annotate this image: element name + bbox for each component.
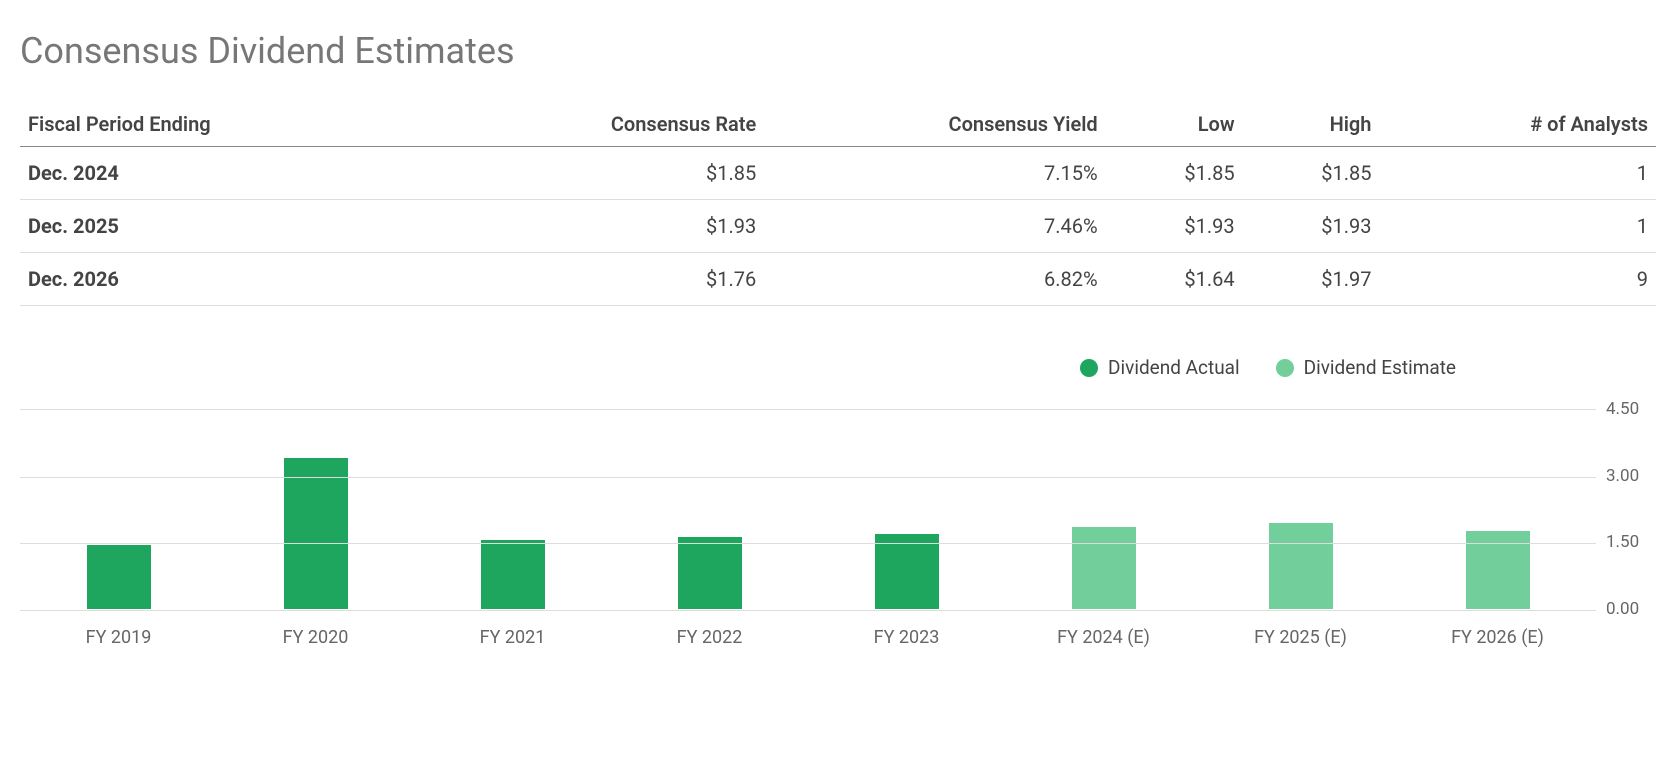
x-tick-label: FY 2024 (E)	[1005, 627, 1202, 648]
table-cell: $1.93	[1243, 200, 1380, 253]
page-title: Consensus Dividend Estimates	[20, 30, 1656, 72]
table-cell: $1.76	[431, 253, 765, 306]
chart-y-axis: 0.001.503.004.50	[1596, 409, 1656, 609]
legend-actual: Dividend Actual	[1080, 356, 1240, 379]
chart-bar	[875, 534, 939, 609]
chart-gridline	[20, 610, 1596, 611]
bar-slot	[611, 410, 808, 609]
table-row: Dec. 2025$1.937.46%$1.93$1.931	[20, 200, 1656, 253]
table-cell: $1.85	[431, 147, 765, 200]
table-cell: 7.46%	[764, 200, 1105, 253]
table-cell: 1	[1379, 147, 1656, 200]
col-analysts: # of Analysts	[1379, 102, 1656, 147]
table-cell: $1.85	[1106, 147, 1243, 200]
bar-slot	[414, 410, 611, 609]
table-row: Dec. 2024$1.857.15%$1.85$1.851	[20, 147, 1656, 200]
x-tick-label: FY 2020	[217, 627, 414, 648]
bar-slot	[217, 410, 414, 609]
x-tick-label: FY 2021	[414, 627, 611, 648]
x-tick-label: FY 2022	[611, 627, 808, 648]
col-low: Low	[1106, 102, 1243, 147]
chart-bars	[20, 410, 1596, 609]
table-cell: Dec. 2024	[20, 147, 431, 200]
chart-legend: Dividend Actual Dividend Estimate	[20, 356, 1656, 379]
chart-bar	[87, 545, 151, 609]
bar-slot	[1202, 410, 1399, 609]
table-cell: Dec. 2025	[20, 200, 431, 253]
table-cell: 7.15%	[764, 147, 1105, 200]
legend-actual-label: Dividend Actual	[1108, 356, 1240, 379]
table-cell: $1.93	[1106, 200, 1243, 253]
table-cell: 9	[1379, 253, 1656, 306]
table-cell: $1.64	[1106, 253, 1243, 306]
col-period: Fiscal Period Ending	[20, 102, 431, 147]
table-row: Dec. 2026$1.766.82%$1.64$1.979	[20, 253, 1656, 306]
chart-bar	[1269, 523, 1333, 609]
table-cell: $1.93	[431, 200, 765, 253]
y-tick-label: 3.00	[1606, 466, 1639, 486]
table-cell: Dec. 2026	[20, 253, 431, 306]
bar-slot	[20, 410, 217, 609]
chart-x-axis: FY 2019FY 2020FY 2021FY 2022FY 2023FY 20…	[20, 627, 1596, 648]
y-tick-label: 4.50	[1606, 399, 1639, 419]
chart-bar	[678, 537, 742, 609]
chart-gridline	[20, 477, 1596, 478]
x-tick-label: FY 2019	[20, 627, 217, 648]
legend-estimate: Dividend Estimate	[1276, 356, 1456, 379]
estimates-table: Fiscal Period Ending Consensus Rate Cons…	[20, 102, 1656, 306]
legend-estimate-label: Dividend Estimate	[1304, 356, 1456, 379]
y-tick-label: 0.00	[1606, 599, 1639, 619]
y-tick-label: 1.50	[1606, 532, 1639, 552]
chart-bar	[1072, 527, 1136, 609]
legend-swatch-actual	[1080, 359, 1098, 377]
x-tick-label: FY 2025 (E)	[1202, 627, 1399, 648]
bar-slot	[808, 410, 1005, 609]
table-cell: 6.82%	[764, 253, 1105, 306]
chart-bar	[284, 458, 348, 609]
col-high: High	[1243, 102, 1380, 147]
table-header-row: Fiscal Period Ending Consensus Rate Cons…	[20, 102, 1656, 147]
bar-slot	[1005, 410, 1202, 609]
chart-gridline	[20, 543, 1596, 544]
col-yield: Consensus Yield	[764, 102, 1105, 147]
col-rate: Consensus Rate	[431, 102, 765, 147]
table-cell: 1	[1379, 200, 1656, 253]
table-cell: $1.85	[1243, 147, 1380, 200]
chart-plot-area	[20, 409, 1596, 609]
table-cell: $1.97	[1243, 253, 1380, 306]
dividend-bar-chart: 0.001.503.004.50 FY 2019FY 2020FY 2021FY…	[20, 409, 1656, 669]
bar-slot	[1399, 410, 1596, 609]
x-tick-label: FY 2026 (E)	[1399, 627, 1596, 648]
chart-bar	[481, 540, 545, 609]
legend-swatch-estimate	[1276, 359, 1294, 377]
x-tick-label: FY 2023	[808, 627, 1005, 648]
